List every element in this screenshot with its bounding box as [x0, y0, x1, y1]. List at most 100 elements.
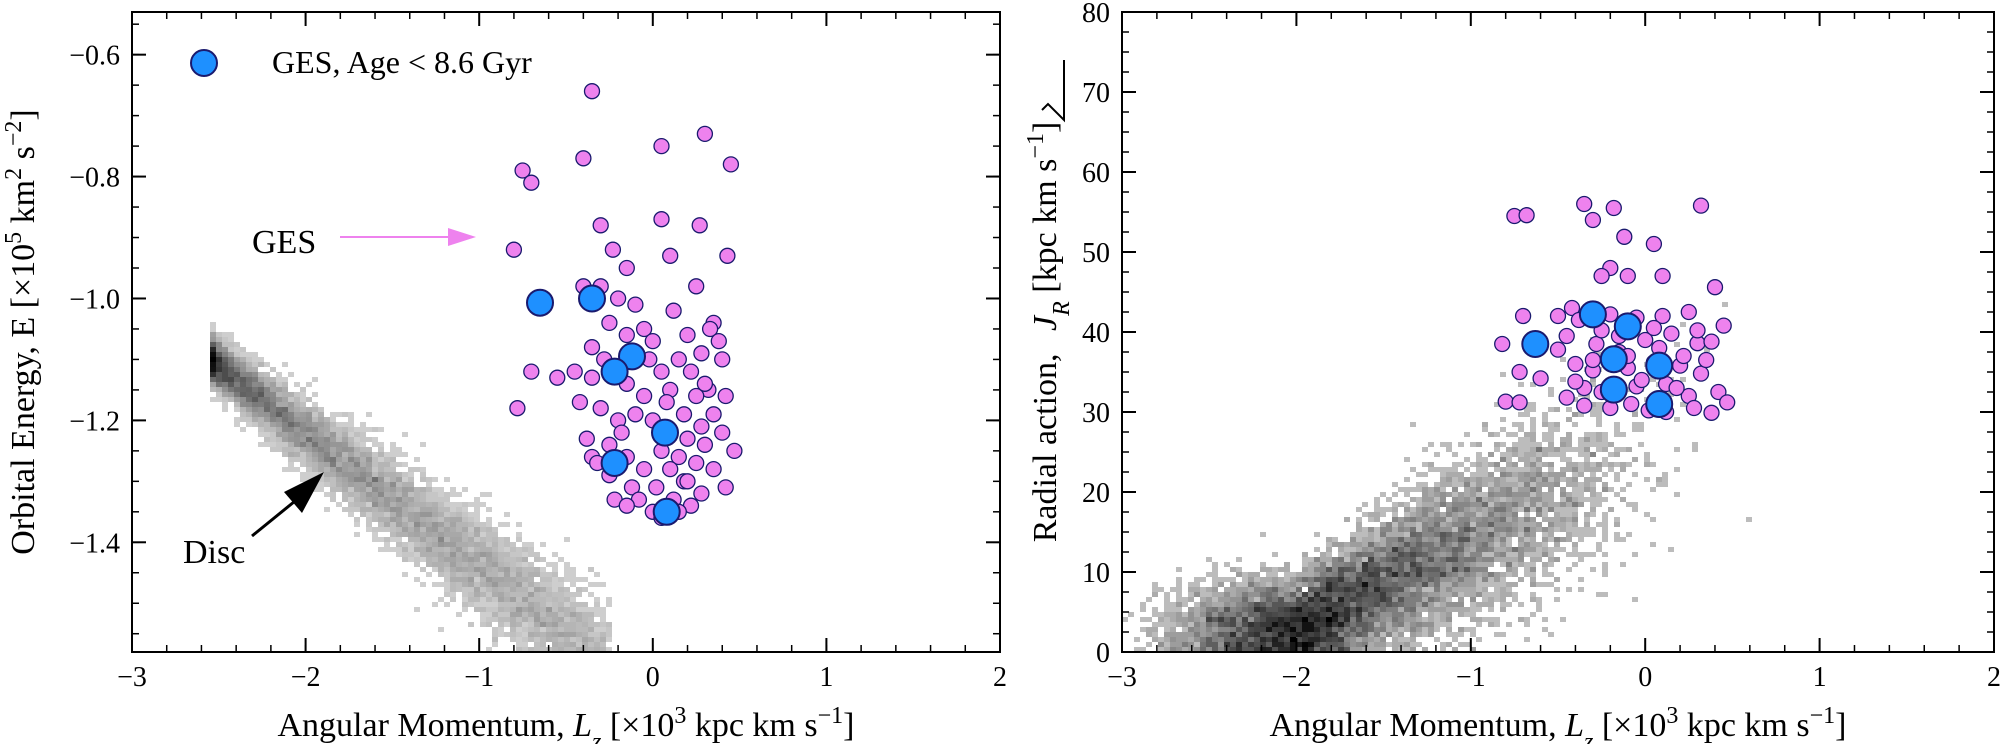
density-bin: [1176, 607, 1182, 612]
density-bin: [1338, 637, 1344, 642]
density-bin: [1452, 502, 1458, 507]
density-bin: [1392, 637, 1398, 642]
density-bin: [1332, 602, 1338, 607]
ges-point: [680, 431, 695, 446]
density-bin: [558, 577, 564, 582]
density-bin: [1434, 577, 1440, 582]
density-bin: [1266, 612, 1272, 617]
density-bin: [1248, 607, 1254, 612]
density-bin: [1596, 462, 1602, 467]
density-bin: [480, 532, 486, 537]
density-bin: [570, 592, 576, 597]
density-bin: [1416, 632, 1422, 637]
density-bin: [1542, 462, 1548, 467]
density-bin: [534, 632, 540, 637]
density-bin: [1512, 592, 1518, 597]
density-bin: [1266, 592, 1272, 597]
density-bin: [1152, 612, 1158, 617]
density-bin: [1554, 517, 1560, 522]
density-bin: [420, 487, 426, 492]
density-bin: [270, 442, 276, 447]
density-bin: [1242, 607, 1248, 612]
density-bin: [1362, 577, 1368, 582]
ges-point: [680, 474, 695, 489]
density-bin: [318, 452, 324, 457]
density-bin: [1320, 577, 1326, 582]
density-bin: [1530, 442, 1536, 447]
density-bin: [558, 587, 564, 592]
density-bin: [450, 492, 456, 497]
density-bin: [1428, 537, 1434, 542]
density-bin: [1548, 537, 1554, 542]
density-bin: [1152, 632, 1158, 637]
density-bin: [1530, 497, 1536, 502]
density-bin: [276, 417, 282, 422]
density-bin: [1554, 507, 1560, 512]
density-bin: [1422, 587, 1428, 592]
density-bin: [1524, 502, 1530, 507]
density-bin: [588, 627, 594, 632]
density-bin: [1470, 512, 1476, 517]
density-bin: [1434, 567, 1440, 572]
density-bin: [462, 602, 468, 607]
ges-young-point: [602, 450, 628, 476]
density-bin: [1416, 512, 1422, 517]
density-bin: [1404, 477, 1410, 482]
density-bin: [420, 522, 426, 527]
density-bin: [1344, 642, 1350, 647]
y-tick-label: 30: [1082, 398, 1110, 429]
density-bin: [594, 627, 600, 632]
density-bin: [348, 442, 354, 447]
density-bin: [1410, 642, 1416, 647]
density-bin: [1476, 467, 1482, 472]
density-bin: [1440, 522, 1446, 527]
density-bin: [1428, 462, 1434, 467]
density-bin: [1470, 547, 1476, 552]
density-bin: [408, 547, 414, 552]
density-bin: [288, 437, 294, 442]
ges-young-point: [1522, 331, 1548, 357]
density-bin: [462, 557, 468, 562]
density-bin: [498, 587, 504, 592]
density-bin: [330, 482, 336, 487]
density-bin: [1338, 562, 1344, 567]
density-bin: [1440, 527, 1446, 532]
density-bin: [438, 517, 444, 522]
density-bin: [1530, 537, 1536, 542]
density-bin: [1410, 622, 1416, 627]
density-bin: [1446, 517, 1452, 522]
x-tick-label: −2: [291, 662, 321, 693]
density-bin: [438, 567, 444, 572]
density-bin: [1410, 552, 1416, 557]
density-bin: [1146, 597, 1152, 602]
density-bin: [474, 532, 480, 537]
density-bin: [1428, 542, 1434, 547]
density-bin: [222, 392, 228, 397]
ges-point: [579, 431, 594, 446]
density-bin: [1164, 627, 1170, 632]
density-bin: [468, 547, 474, 552]
density-bin: [1458, 442, 1464, 447]
density-bin: [1212, 622, 1218, 627]
density-bin: [1362, 562, 1368, 567]
density-bin: [1260, 612, 1266, 617]
density-bin: [1272, 592, 1278, 597]
density-bin: [228, 367, 234, 372]
density-bin: [486, 552, 492, 557]
density-bin: [1464, 467, 1470, 472]
density-bin: [1194, 607, 1200, 612]
density-bin: [516, 637, 522, 642]
density-bin: [1392, 552, 1398, 557]
density-bin: [396, 547, 402, 552]
density-bin: [1596, 542, 1602, 547]
density-bin: [1356, 552, 1362, 557]
density-bin: [1344, 567, 1350, 572]
ges-point: [628, 297, 643, 312]
density-bin: [246, 402, 252, 407]
density-bin: [1332, 582, 1338, 587]
density-bin: [1440, 472, 1446, 477]
density-bin: [234, 392, 240, 397]
density-bin: [1410, 487, 1416, 492]
density-bin: [456, 532, 462, 537]
density-bin: [1500, 457, 1506, 462]
